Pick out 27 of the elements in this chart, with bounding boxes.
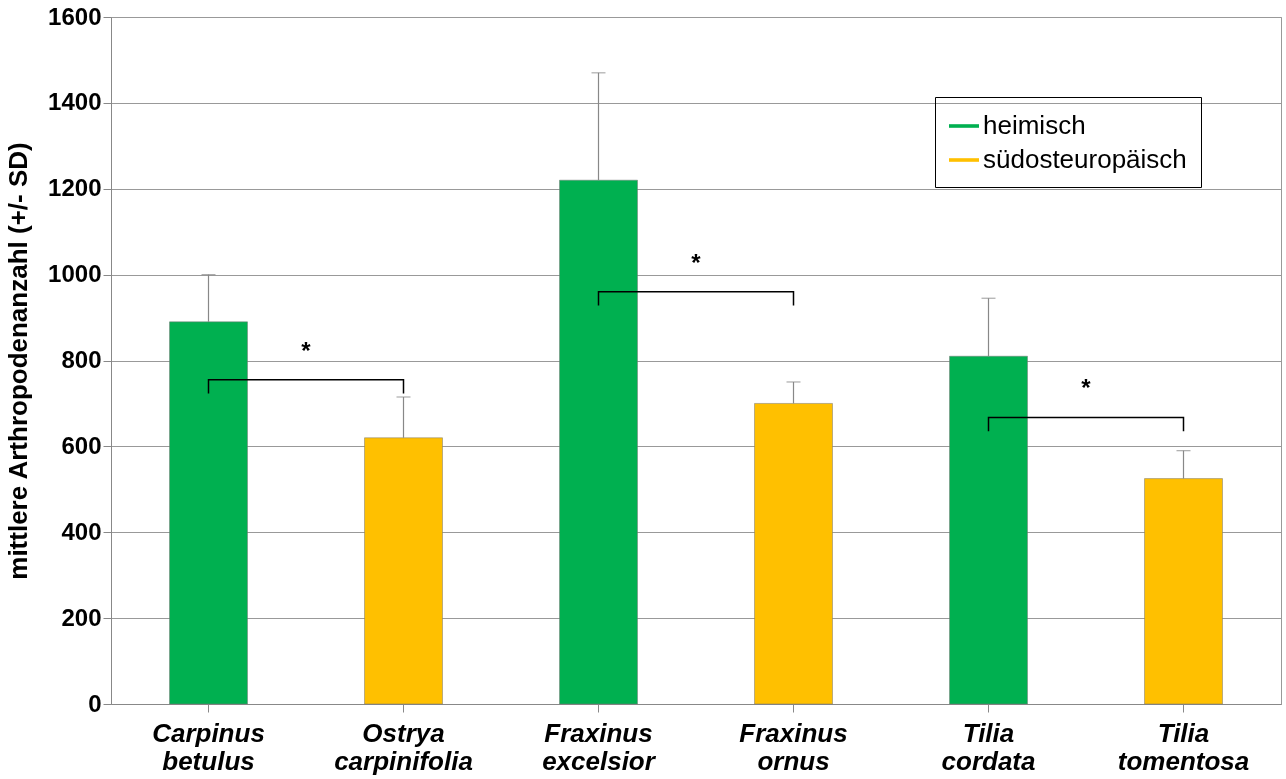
legend-label: südosteuropäisch xyxy=(983,144,1187,174)
x-tick-label: Tilia tomentosa xyxy=(1117,717,1250,776)
bar xyxy=(949,355,1028,705)
bar xyxy=(559,179,638,705)
bar xyxy=(169,321,248,705)
y-tick-label: 600 xyxy=(61,431,102,459)
annotation: * xyxy=(691,248,702,276)
y-tick-label: 800 xyxy=(61,346,102,373)
annotation: * xyxy=(301,336,312,364)
y-tick-label: 400 xyxy=(61,517,102,545)
y-tick-label: 1400 xyxy=(48,88,102,116)
bar xyxy=(364,437,443,705)
x-tick-label: Carpinus betulus xyxy=(152,717,265,776)
x-tick-label: Fraxinus ornus xyxy=(739,717,848,776)
x-tick-label: Tilia cordata xyxy=(941,717,1036,776)
x-tick-label: Ostrya carpinifolia xyxy=(334,717,473,776)
bar xyxy=(1144,478,1223,705)
y-tick-label: 200 xyxy=(61,603,102,631)
y-tick-label: 0 xyxy=(88,689,102,717)
annotation: * xyxy=(1081,374,1092,402)
y-tick-label: 1000 xyxy=(48,260,102,288)
bar xyxy=(754,403,833,705)
y-tick-label: 1200 xyxy=(48,174,102,202)
legend-label: heimisch xyxy=(983,110,1086,140)
x-tick-label: Fraxinus excelsior xyxy=(542,717,657,776)
y-axis-title: mittlere Arthropodenanzahl (+/- SD) xyxy=(3,142,34,580)
y-tick-label: 1600 xyxy=(48,2,102,30)
